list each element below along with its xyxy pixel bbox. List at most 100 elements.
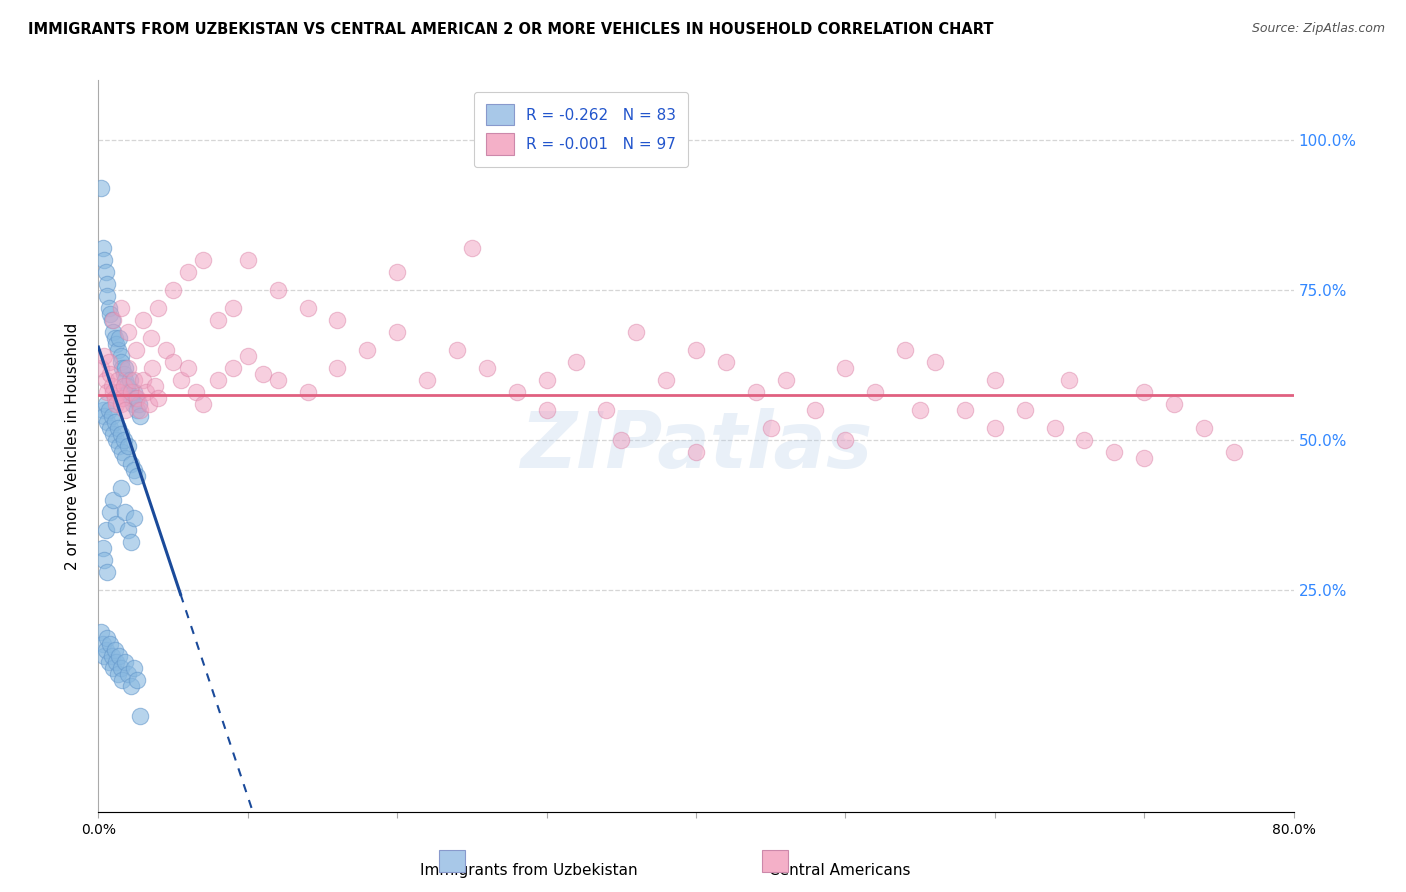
Point <box>326 361 349 376</box>
Text: Central Americans: Central Americans <box>769 863 910 878</box>
Point <box>108 331 131 345</box>
Point <box>105 516 128 531</box>
Point <box>98 505 122 519</box>
Point <box>96 385 118 400</box>
Point <box>96 415 118 429</box>
Point <box>356 343 378 357</box>
Point <box>446 343 468 357</box>
Point <box>90 361 112 376</box>
Point <box>94 643 117 657</box>
Point <box>385 325 409 339</box>
Point <box>108 385 131 400</box>
Point <box>1043 421 1066 435</box>
Point <box>775 373 797 387</box>
Point <box>536 373 558 387</box>
Point <box>984 421 1007 435</box>
Point <box>91 637 114 651</box>
Point <box>101 313 124 327</box>
Point <box>93 648 115 663</box>
Point <box>685 445 707 459</box>
Point <box>96 631 118 645</box>
Point <box>114 505 136 519</box>
Point <box>506 385 529 400</box>
Point <box>685 343 707 357</box>
Point <box>222 361 245 376</box>
Point <box>117 666 139 681</box>
Point <box>124 463 146 477</box>
Point <box>103 313 125 327</box>
Point <box>93 253 115 268</box>
Point <box>110 355 132 369</box>
Point <box>93 409 115 423</box>
Point <box>184 385 207 400</box>
Point <box>1133 385 1156 400</box>
Point <box>93 349 115 363</box>
Point <box>124 661 146 675</box>
Point <box>834 433 856 447</box>
Point <box>94 373 117 387</box>
Point <box>894 343 917 357</box>
Point <box>385 265 409 279</box>
Text: 80.0%: 80.0% <box>1271 822 1316 837</box>
Point <box>804 403 827 417</box>
Text: 0.0%: 0.0% <box>82 822 115 837</box>
Point <box>114 450 136 465</box>
Point <box>117 385 139 400</box>
Point <box>124 373 146 387</box>
Point <box>97 403 120 417</box>
Point <box>326 313 349 327</box>
Point <box>129 409 152 423</box>
Point <box>94 397 117 411</box>
Point <box>143 379 166 393</box>
Point <box>1163 397 1185 411</box>
Point <box>112 379 135 393</box>
Point <box>103 492 125 507</box>
Point <box>98 307 122 321</box>
Point <box>91 403 114 417</box>
Point <box>111 445 134 459</box>
Point <box>953 403 976 417</box>
Point <box>97 655 120 669</box>
Point <box>110 301 132 315</box>
Point <box>114 403 136 417</box>
FancyBboxPatch shape <box>762 850 787 871</box>
Point <box>117 361 139 376</box>
Point <box>93 553 115 567</box>
Point <box>112 367 135 381</box>
Point <box>120 679 142 693</box>
Point <box>107 343 129 357</box>
Text: Source: ZipAtlas.com: Source: ZipAtlas.com <box>1251 22 1385 36</box>
Point <box>120 457 142 471</box>
Point <box>120 385 142 400</box>
Point <box>127 469 149 483</box>
Point <box>111 391 134 405</box>
Point <box>267 283 290 297</box>
Legend: R = -0.262   N = 83, R = -0.001   N = 97: R = -0.262 N = 83, R = -0.001 N = 97 <box>474 92 689 167</box>
Point <box>1223 445 1246 459</box>
Point <box>117 325 139 339</box>
Point <box>125 343 148 357</box>
Point <box>114 361 136 376</box>
Point <box>103 427 125 442</box>
Point <box>112 433 135 447</box>
Point <box>104 391 127 405</box>
Point <box>127 403 149 417</box>
Point <box>1059 373 1081 387</box>
Point <box>177 361 200 376</box>
Text: Immigrants from Uzbekistan: Immigrants from Uzbekistan <box>420 863 637 878</box>
Point <box>1104 445 1126 459</box>
Point <box>101 379 124 393</box>
Point <box>138 397 160 411</box>
Point <box>114 655 136 669</box>
Point <box>461 241 484 255</box>
Point <box>252 367 274 381</box>
Point <box>207 373 229 387</box>
Point <box>101 648 124 663</box>
Point <box>924 355 946 369</box>
Point <box>110 427 132 442</box>
Point <box>121 397 143 411</box>
Point <box>107 373 129 387</box>
Point <box>595 403 617 417</box>
Point <box>117 439 139 453</box>
Point <box>610 433 633 447</box>
